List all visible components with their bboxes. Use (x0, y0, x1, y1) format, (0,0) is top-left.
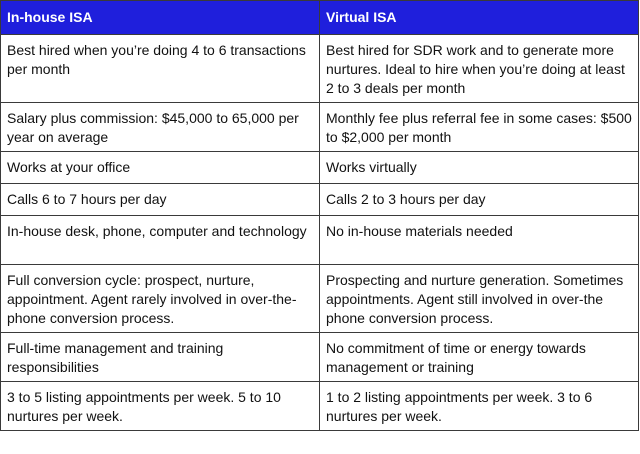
table-row: Works at your office Works virtually (0, 151, 639, 184)
in-house-cell: Full conversion cycle: prospect, nurture… (0, 264, 320, 333)
in-house-cell: Calls 6 to 7 hours per day (0, 183, 320, 216)
table-row: Calls 6 to 7 hours per day Calls 2 to 3 … (0, 183, 639, 216)
comparison-table: In-house ISA Virtual ISA Best hired when… (0, 0, 639, 431)
table-row: Full conversion cycle: prospect, nurture… (0, 264, 639, 333)
table-row: Best hired when you’re doing 4 to 6 tran… (0, 34, 639, 103)
in-house-cell: Works at your office (0, 151, 320, 184)
virtual-cell: No commitment of time or energy towards … (319, 332, 639, 382)
virtual-cell: 1 to 2 listing appointments per week. 3 … (319, 381, 639, 431)
table-row: In-house desk, phone, computer and techn… (0, 215, 639, 265)
table-row: Salary plus commission: $45,000 to 65,00… (0, 102, 639, 152)
header-row: In-house ISA Virtual ISA (0, 0, 639, 35)
virtual-cell: No in-house materials needed (319, 215, 639, 265)
header-in-house-isa: In-house ISA (0, 0, 320, 35)
virtual-cell: Monthly fee plus referral fee in some ca… (319, 102, 639, 152)
table-row: Full-time management and training respon… (0, 332, 639, 382)
in-house-cell: 3 to 5 listing appointments per week. 5 … (0, 381, 320, 431)
virtual-cell: Calls 2 to 3 hours per day (319, 183, 639, 216)
virtual-cell: Works virtually (319, 151, 639, 184)
in-house-cell: Full-time management and training respon… (0, 332, 320, 382)
table-row: 3 to 5 listing appointments per week. 5 … (0, 381, 639, 431)
virtual-cell: Best hired for SDR work and to generate … (319, 34, 639, 103)
in-house-cell: Best hired when you’re doing 4 to 6 tran… (0, 34, 320, 103)
in-house-cell: Salary plus commission: $45,000 to 65,00… (0, 102, 320, 152)
in-house-cell: In-house desk, phone, computer and techn… (0, 215, 320, 265)
header-virtual-isa: Virtual ISA (319, 0, 639, 35)
virtual-cell: Prospecting and nurture generation. Some… (319, 264, 639, 333)
